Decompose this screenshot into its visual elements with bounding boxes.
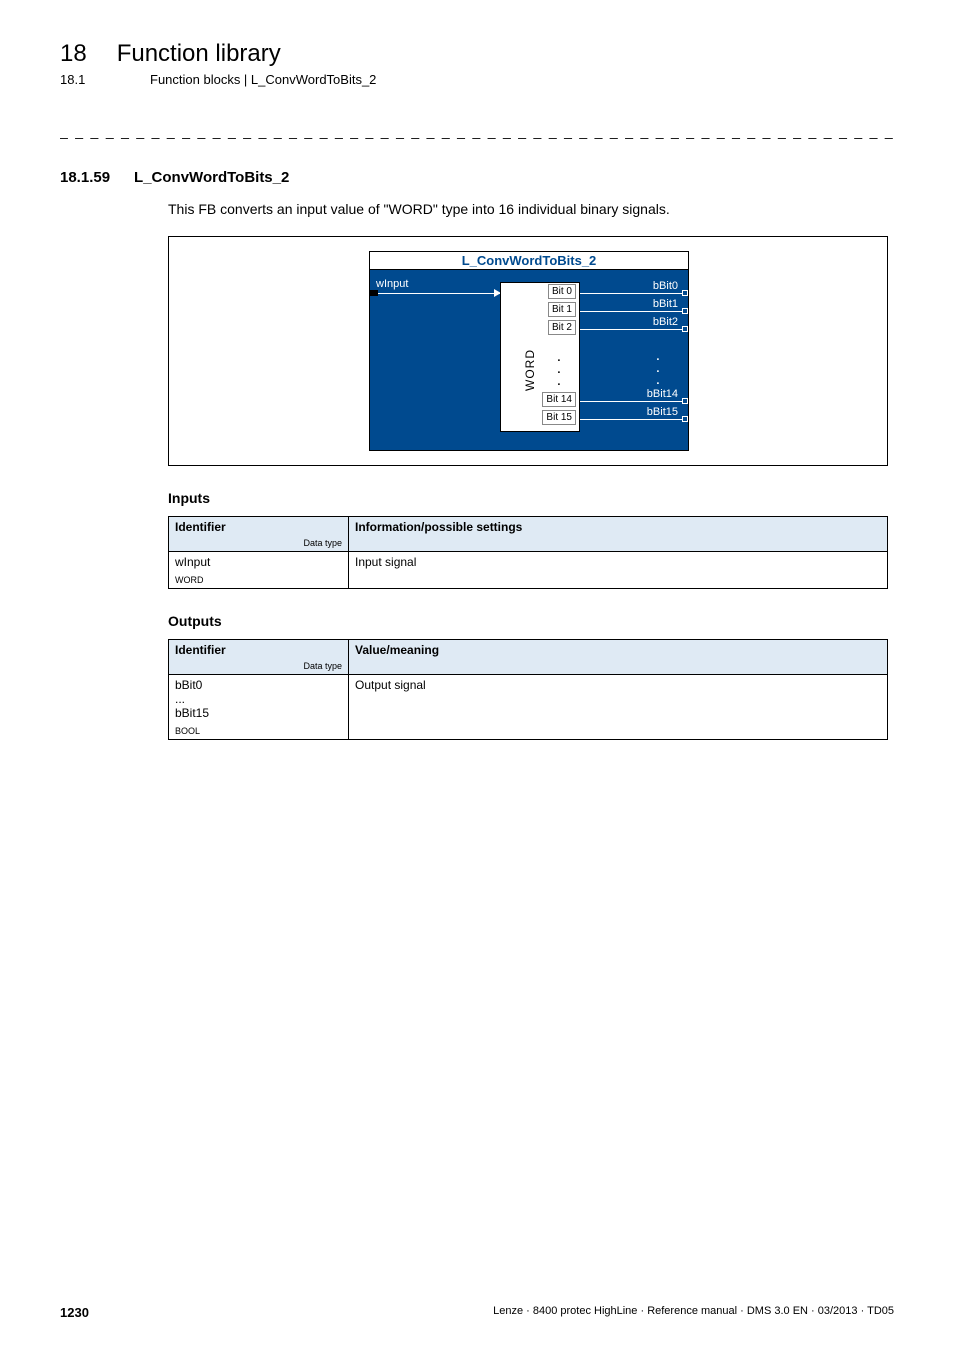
cell-identifier: wInput xyxy=(169,551,349,572)
output-label-14: bBit14 xyxy=(647,388,678,400)
col-datatype-label: Data type xyxy=(175,538,342,548)
separator-line: _ _ _ _ _ _ _ _ _ _ _ _ _ _ _ _ _ _ _ _ … xyxy=(60,123,894,139)
cell-identifier: bBit0 ... bBit15 xyxy=(169,674,349,723)
output-dots-icon: ··· xyxy=(656,354,660,390)
output-label-2: bBit2 xyxy=(653,316,678,328)
input-label: wInput xyxy=(376,278,408,290)
table-header-row: Identifier Data type Value/meaning xyxy=(169,639,888,674)
output-wire-14 xyxy=(580,401,684,402)
table-header-row: Identifier Data type Information/possibl… xyxy=(169,516,888,551)
output-wire-2 xyxy=(580,329,684,330)
bit-cell-2: Bit 2 xyxy=(548,320,576,335)
output-label-1: bBit1 xyxy=(653,298,678,310)
section-body: This FB converts an input value of "WORD… xyxy=(168,200,894,220)
fb-panel: L_ConvWordToBits_2 wInput WORD Bit 0 Bit… xyxy=(369,251,689,451)
page-footer: 1230 Lenze · 8400 protec HighLine · Refe… xyxy=(60,1305,894,1320)
col-value: Value/meaning xyxy=(349,639,888,674)
output-terminal-0 xyxy=(682,290,688,296)
col-info: Information/possible settings xyxy=(349,516,888,551)
outputs-table: Identifier Data type Value/meaning bBit0… xyxy=(168,639,888,740)
output-terminal-14 xyxy=(682,398,688,404)
cell-info: Input signal xyxy=(349,551,888,588)
id-line: bBit0 xyxy=(175,678,202,692)
output-terminal-1 xyxy=(682,308,688,314)
chapter-number: 18 xyxy=(60,40,87,68)
cell-value: Output signal xyxy=(349,674,888,739)
output-terminal-2 xyxy=(682,326,688,332)
bit-cell-0: Bit 0 xyxy=(548,284,576,299)
diagram-container: L_ConvWordToBits_2 wInput WORD Bit 0 Bit… xyxy=(168,236,888,466)
output-label-15: bBit15 xyxy=(647,406,678,418)
output-wire-15 xyxy=(580,419,684,420)
col-identifier: Identifier Data type xyxy=(169,639,349,674)
cell-datatype: WORD xyxy=(169,572,349,589)
output-wire-0 xyxy=(580,293,684,294)
footer-right: Lenze · 8400 protec HighLine · Reference… xyxy=(493,1305,894,1320)
subsection-number: 18.1 xyxy=(60,72,120,87)
table-row: bBit0 ... bBit15 Output signal xyxy=(169,674,888,723)
output-label-0: bBit0 xyxy=(653,280,678,292)
inputs-heading: Inputs xyxy=(168,490,894,506)
bit-cell-1: Bit 1 xyxy=(548,302,576,317)
section-number: 18.1.59 xyxy=(60,169,110,186)
word-box: WORD Bit 0 Bit 1 Bit 2 ··· Bit 14 Bit 15 xyxy=(500,282,580,432)
col-identifier: Identifier Data type xyxy=(169,516,349,551)
id-line: ... xyxy=(175,692,185,706)
input-wire xyxy=(378,293,500,294)
output-terminal-15 xyxy=(682,416,688,422)
cell-datatype: BOOL xyxy=(169,723,349,740)
output-wire-1 xyxy=(580,311,684,312)
chapter-title: Function library xyxy=(117,40,281,68)
subsection-title: Function blocks | L_ConvWordToBits_2 xyxy=(150,72,376,87)
bit-dots-icon: ··· xyxy=(557,355,561,391)
outputs-heading: Outputs xyxy=(168,613,894,629)
page-number: 1230 xyxy=(60,1305,89,1320)
input-terminal xyxy=(370,290,378,296)
bit-cell-15: Bit 15 xyxy=(542,410,576,425)
id-line: bBit15 xyxy=(175,706,209,720)
bit-cell-14: Bit 14 xyxy=(542,392,576,407)
fb-panel-title: L_ConvWordToBits_2 xyxy=(370,252,688,270)
col-identifier-label: Identifier xyxy=(175,643,226,657)
inputs-table: Identifier Data type Information/possibl… xyxy=(168,516,888,589)
col-identifier-label: Identifier xyxy=(175,520,226,534)
word-label: WORD xyxy=(523,349,537,391)
section-title: L_ConvWordToBits_2 xyxy=(134,169,289,186)
col-datatype-label: Data type xyxy=(175,661,342,671)
table-row: wInput Input signal xyxy=(169,551,888,572)
